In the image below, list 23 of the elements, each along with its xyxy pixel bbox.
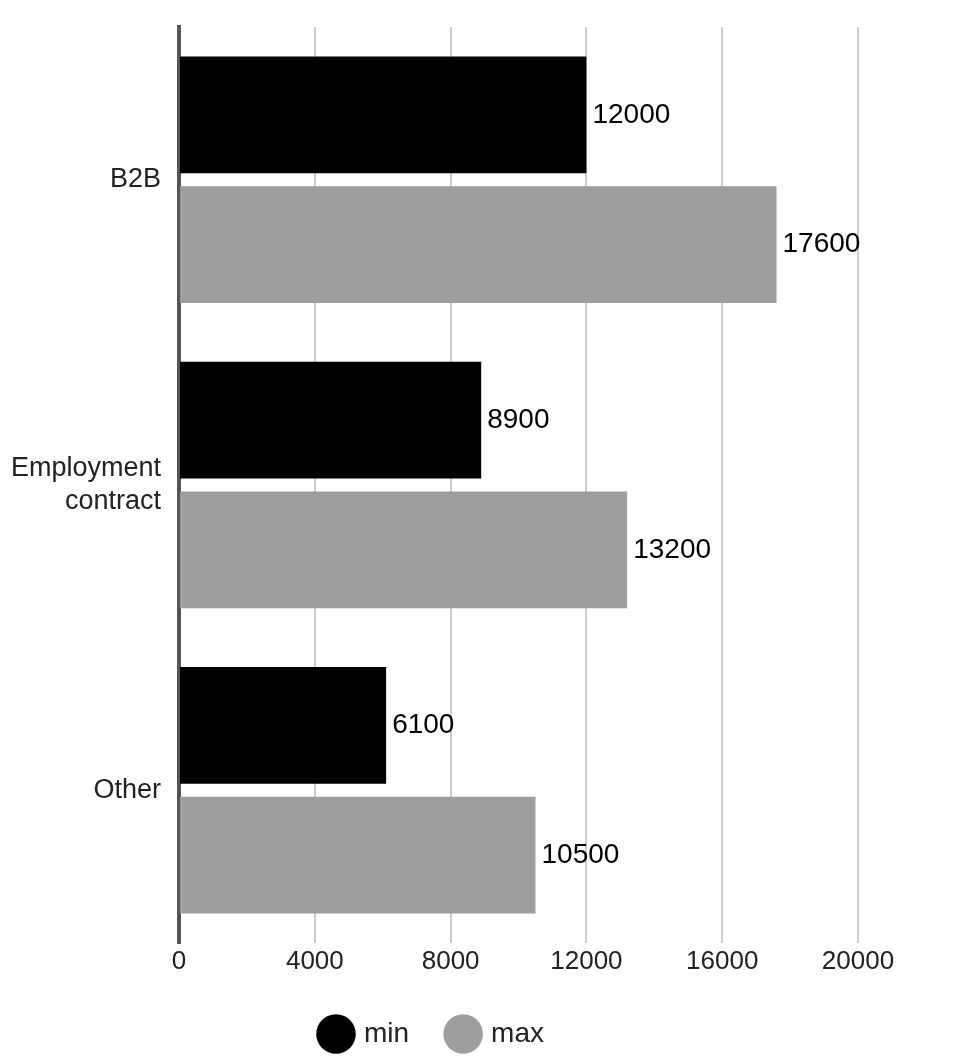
data-label: 10500 <box>541 837 620 869</box>
x-tick-label: 12000 <box>550 944 623 975</box>
legend-label: max <box>491 1016 545 1048</box>
y-tick-label: Other <box>93 773 162 804</box>
legend-label: min <box>363 1016 410 1048</box>
bar <box>180 666 387 784</box>
bar <box>180 491 628 609</box>
data-label: 17600 <box>782 227 861 259</box>
data-label: 6100 <box>392 708 455 740</box>
bar <box>180 56 587 174</box>
x-tick-label: 20000 <box>821 944 895 975</box>
x-tick-label: 0 <box>171 944 187 975</box>
bar <box>180 361 482 479</box>
data-label: 12000 <box>592 97 671 129</box>
x-tick-label: 4000 <box>285 944 344 975</box>
data-label: 13200 <box>633 532 712 564</box>
x-tick-label: 16000 <box>686 944 759 975</box>
data-label: 8900 <box>487 402 550 434</box>
bar <box>180 186 777 304</box>
bar <box>180 796 536 914</box>
x-tick-label: 8000 <box>421 944 480 975</box>
y-tick-label: Employment contract <box>10 452 162 515</box>
y-tick-label: B2B <box>110 163 162 194</box>
